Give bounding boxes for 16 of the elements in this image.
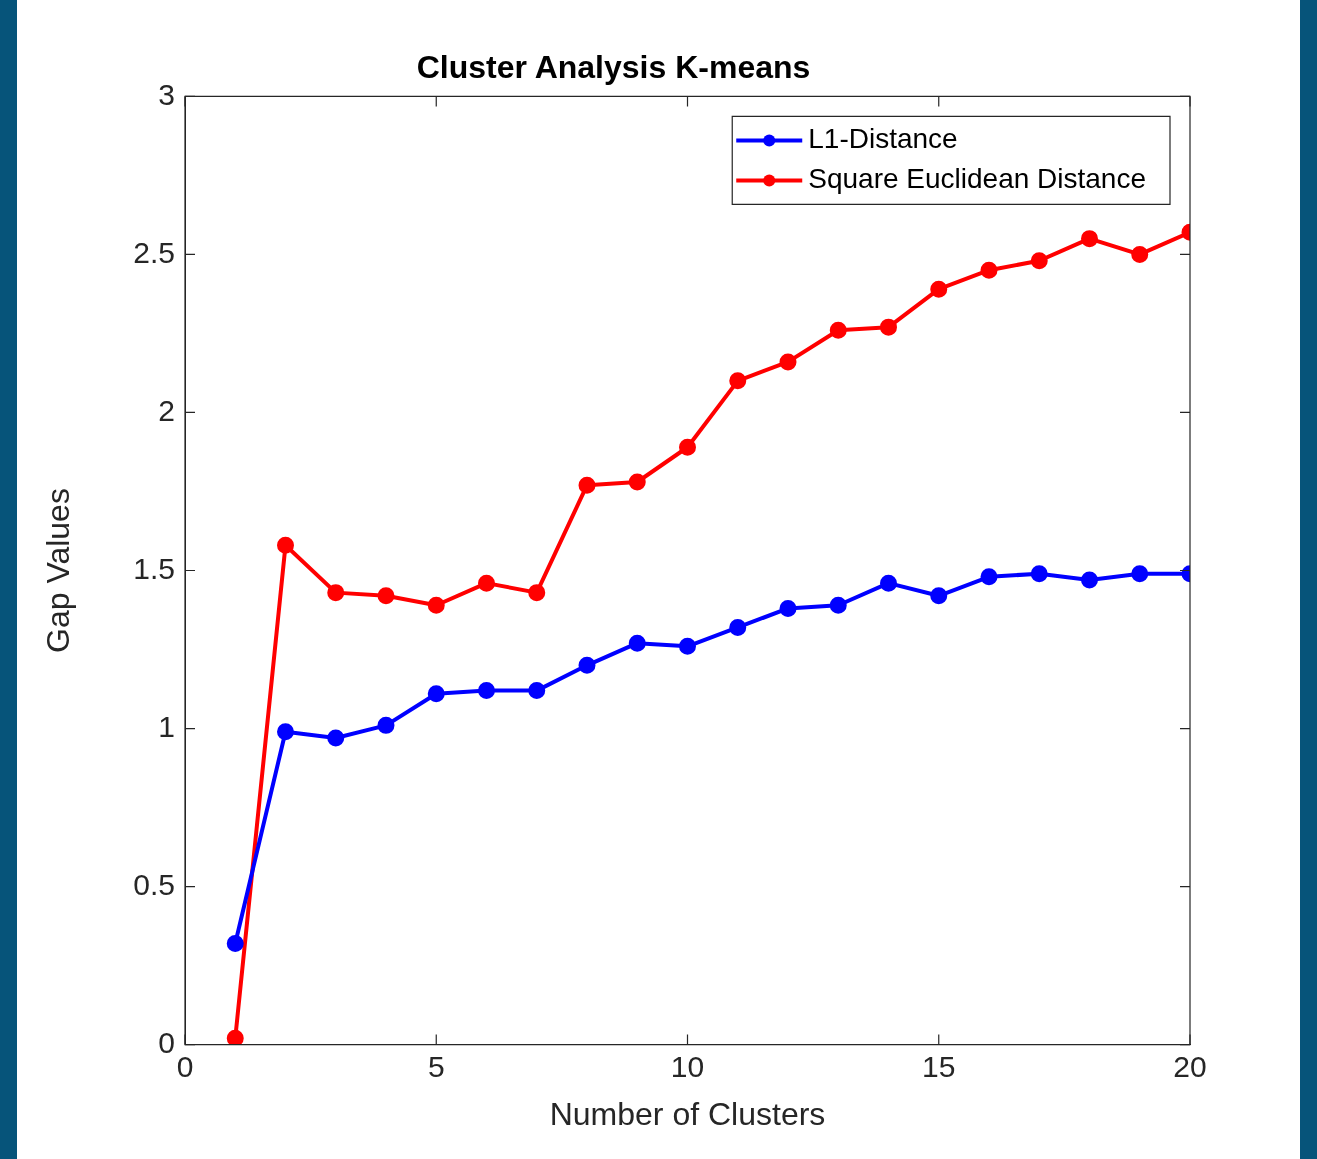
y-axis-title: Gap Values bbox=[40, 488, 77, 653]
y-tick-label: 2.5 bbox=[133, 235, 175, 269]
chart-title: Cluster Analysis K-means bbox=[416, 49, 811, 86]
y-tick-label: 1.5 bbox=[133, 551, 175, 585]
y-tick-label: 0.5 bbox=[133, 867, 175, 901]
y-tick-label: 2 bbox=[158, 393, 175, 427]
y-tick-label: 3 bbox=[158, 77, 175, 111]
x-tick-label: 5 bbox=[427, 1049, 445, 1083]
x-tick-label: 15 bbox=[922, 1049, 956, 1083]
x-tick-label: 10 bbox=[670, 1049, 705, 1083]
x-axis-title: Number of Clusters bbox=[549, 1095, 826, 1132]
legend-label: Square Euclidean Distance bbox=[808, 163, 1146, 195]
legend-label: L1-Distance bbox=[808, 123, 958, 155]
y-tick-label: 0 bbox=[158, 1025, 175, 1059]
x-tick-label: 20 bbox=[1173, 1049, 1207, 1083]
y-tick-label: 1 bbox=[158, 709, 175, 743]
